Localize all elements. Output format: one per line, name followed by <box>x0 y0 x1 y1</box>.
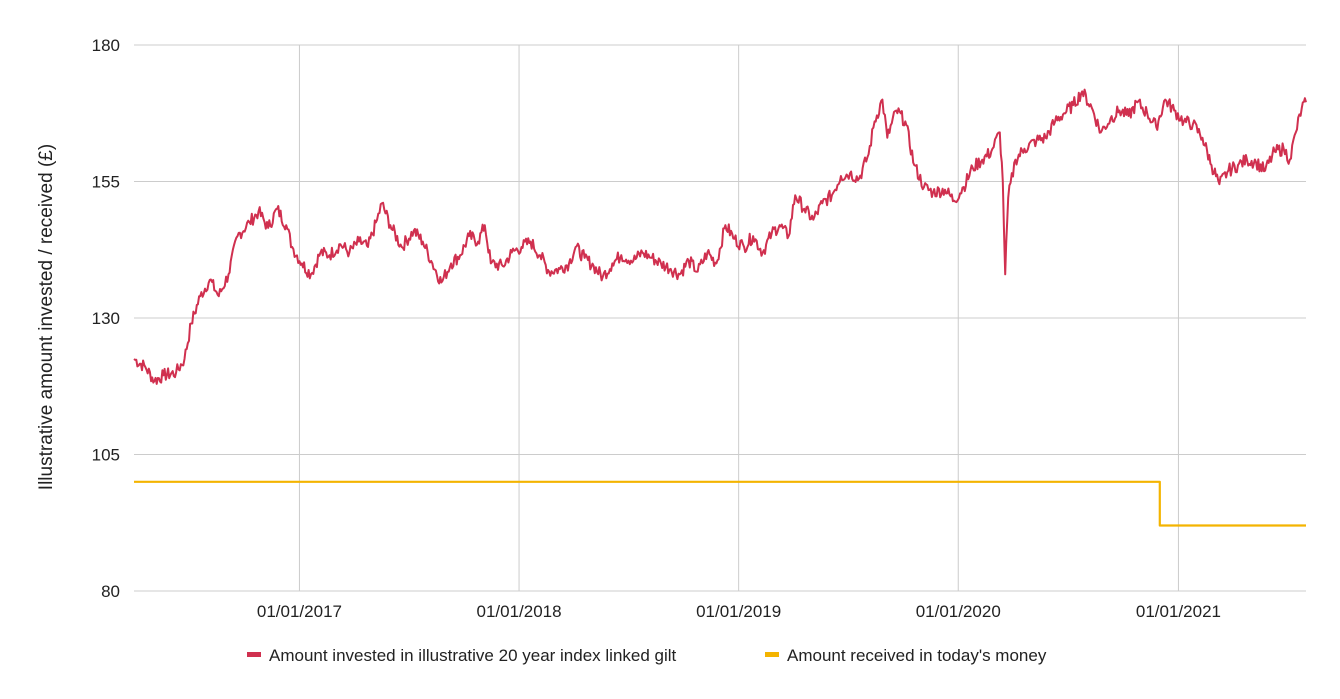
x-tick-labels: 01/01/2017 01/01/2018 01/01/2019 01/01/2020… <box>257 602 1221 621</box>
series-line-received <box>134 480 1306 527</box>
legend-label: Amount invested in illustrative 20 year … <box>269 646 677 665</box>
x-tick-label: 01/01/2018 <box>477 602 562 621</box>
y-tick-label: 155 <box>92 173 120 192</box>
y-axis-label: Illustrative amount invested / received … <box>36 144 57 490</box>
y-gridlines <box>134 44 1306 592</box>
y-tick-label: 80 <box>101 582 120 601</box>
legend-label: Amount received in today's money <box>787 646 1047 665</box>
y-tick-label: 105 <box>92 446 120 465</box>
x-tick-label: 01/01/2019 <box>696 602 781 621</box>
series-layer <box>133 88 1307 527</box>
y-tick-labels: 80 105 130 155 180 <box>92 36 120 601</box>
legend: Amount invested in illustrative 20 year … <box>247 646 1047 665</box>
legend-swatch <box>247 652 261 657</box>
legend-swatch <box>765 652 779 657</box>
x-tick-label: 01/01/2021 <box>1136 602 1221 621</box>
y-tick-label: 130 <box>92 309 120 328</box>
series-line-invested <box>133 88 1307 385</box>
x-tick-label: 01/01/2017 <box>257 602 342 621</box>
y-tick-label: 180 <box>92 36 120 55</box>
x-tick-label: 01/01/2020 <box>916 602 1001 621</box>
x-gridlines <box>298 45 1179 591</box>
